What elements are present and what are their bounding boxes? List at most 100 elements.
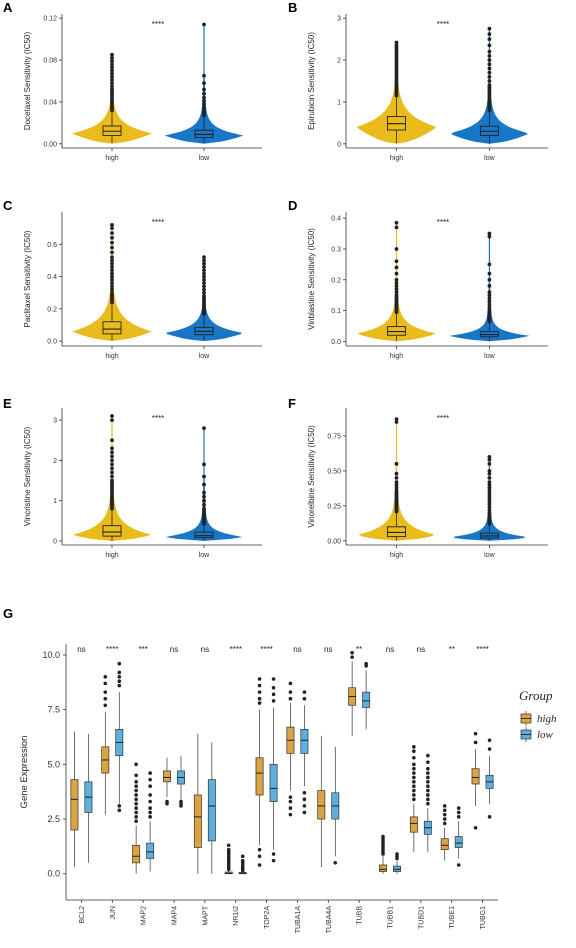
outlier-point bbox=[110, 418, 114, 422]
box-low bbox=[269, 677, 278, 863]
outlier-point bbox=[487, 308, 492, 313]
outlier-point bbox=[394, 280, 399, 285]
outlier-point bbox=[271, 858, 276, 863]
box-high bbox=[255, 677, 264, 867]
outlier-point bbox=[487, 747, 492, 751]
x-tick-label: TUBD1 bbox=[418, 906, 425, 929]
y-axis-label: Vinorelbine Sensitivity (IC50) bbox=[307, 425, 316, 528]
outlier-point bbox=[110, 245, 114, 250]
outlier-point bbox=[134, 815, 138, 819]
box-low bbox=[331, 746, 340, 865]
outlier-point bbox=[364, 661, 368, 666]
box-body bbox=[269, 763, 278, 802]
outlier-point bbox=[148, 793, 152, 797]
gene-jun: **** JUN bbox=[101, 645, 124, 920]
group-high bbox=[72, 52, 152, 144]
outlier-point bbox=[412, 755, 416, 760]
x-tick-label: TUBA1A bbox=[295, 906, 302, 934]
box-body bbox=[207, 779, 216, 842]
outlier-point bbox=[202, 268, 206, 273]
outlier-point bbox=[394, 485, 399, 490]
outlier-point bbox=[412, 784, 416, 789]
outlier-point bbox=[426, 788, 430, 793]
box-high bbox=[409, 745, 418, 852]
outlier-point bbox=[148, 806, 152, 810]
y-tick-label: 0.6 bbox=[47, 242, 57, 249]
outlier-point bbox=[487, 499, 492, 504]
outlier-point bbox=[350, 650, 354, 655]
outlier-point bbox=[202, 274, 206, 279]
significance-label: **** bbox=[437, 20, 449, 29]
y-tick-label: 0 bbox=[337, 141, 341, 148]
outlier-point bbox=[110, 250, 114, 255]
outlier-point bbox=[394, 475, 399, 480]
significance-label: ns bbox=[417, 645, 425, 654]
outlier-point bbox=[426, 771, 430, 775]
outlier-point bbox=[487, 262, 492, 267]
box-body bbox=[440, 838, 449, 851]
outlier-point bbox=[148, 799, 152, 804]
x-tick-label: TUBE1 bbox=[449, 906, 456, 929]
gene-bcl2: ns BCL2 bbox=[70, 645, 93, 924]
outlier-point bbox=[134, 810, 138, 815]
outlier-point bbox=[257, 863, 262, 867]
y-tick-label: 0.4 bbox=[331, 216, 341, 223]
outlier-point bbox=[412, 762, 416, 767]
box-high bbox=[163, 757, 171, 806]
outlier-point bbox=[487, 49, 492, 54]
y-tick-label: 0.25 bbox=[327, 503, 341, 510]
box-low bbox=[454, 806, 463, 867]
outlier-point bbox=[117, 808, 122, 813]
significance-label: **** bbox=[229, 645, 241, 654]
significance-label: **** bbox=[106, 645, 118, 654]
outlier-point bbox=[110, 71, 114, 76]
outlier-point bbox=[110, 277, 114, 282]
y-tick-label: 0.2 bbox=[47, 306, 57, 313]
outlier-point bbox=[473, 740, 478, 745]
x-tick-label: high bbox=[105, 552, 118, 559]
outlier-point bbox=[394, 220, 399, 225]
outlier-point bbox=[487, 83, 492, 88]
box-low bbox=[207, 742, 216, 874]
outlier-point bbox=[426, 797, 430, 802]
outlier-point bbox=[257, 683, 262, 688]
panel-letter: B bbox=[288, 0, 297, 15]
outlier-point bbox=[288, 799, 293, 804]
outlier-point bbox=[202, 255, 206, 260]
x-tick-label: low bbox=[484, 552, 495, 559]
outlier-point bbox=[110, 235, 114, 240]
outlier-point bbox=[110, 226, 114, 231]
y-axis-label: Paclitaxel Sensitivity (IC50) bbox=[23, 230, 32, 327]
gene-mapt: ns MAPT bbox=[193, 645, 216, 925]
outlier-point bbox=[226, 847, 231, 852]
group-low bbox=[165, 426, 243, 541]
outlier-point bbox=[110, 59, 114, 64]
outlier-point bbox=[350, 655, 354, 659]
outlier-point bbox=[394, 277, 399, 282]
y-tick-label: 0.12 bbox=[43, 16, 57, 23]
outlier-point bbox=[426, 801, 430, 806]
outlier-point bbox=[456, 810, 461, 815]
outlier-point bbox=[442, 808, 447, 813]
outlier-point bbox=[487, 510, 492, 515]
box-low bbox=[362, 661, 371, 730]
gene-tuba1a: ns TUBA1A bbox=[286, 645, 309, 934]
x-tick-label: high bbox=[105, 155, 118, 162]
outlier-point bbox=[110, 231, 114, 235]
significance-label: **** bbox=[437, 414, 449, 423]
outlier-point bbox=[394, 43, 399, 48]
outlier-point bbox=[202, 81, 206, 85]
panel-d: D 0.0 0.1 0.2 0.3 0.4 Vinblastine Sensitivity … bbox=[288, 198, 548, 360]
box-high bbox=[102, 525, 122, 537]
outlier-point bbox=[110, 474, 114, 479]
outlier-point bbox=[202, 490, 206, 495]
outlier-point bbox=[202, 287, 206, 292]
x-tick-label: low bbox=[484, 155, 495, 162]
outlier-point bbox=[302, 790, 307, 795]
y-tick-label: 0.2 bbox=[331, 277, 341, 284]
gene-tuba4a: ns TUBA4A bbox=[317, 645, 340, 933]
outlier-point bbox=[487, 37, 492, 42]
panel-b: B 0 1 2 3 Epirubicin Sensitivity (IC50) **** hi… bbox=[288, 0, 548, 162]
outlier-point bbox=[165, 799, 169, 804]
outlier-point bbox=[202, 105, 206, 110]
